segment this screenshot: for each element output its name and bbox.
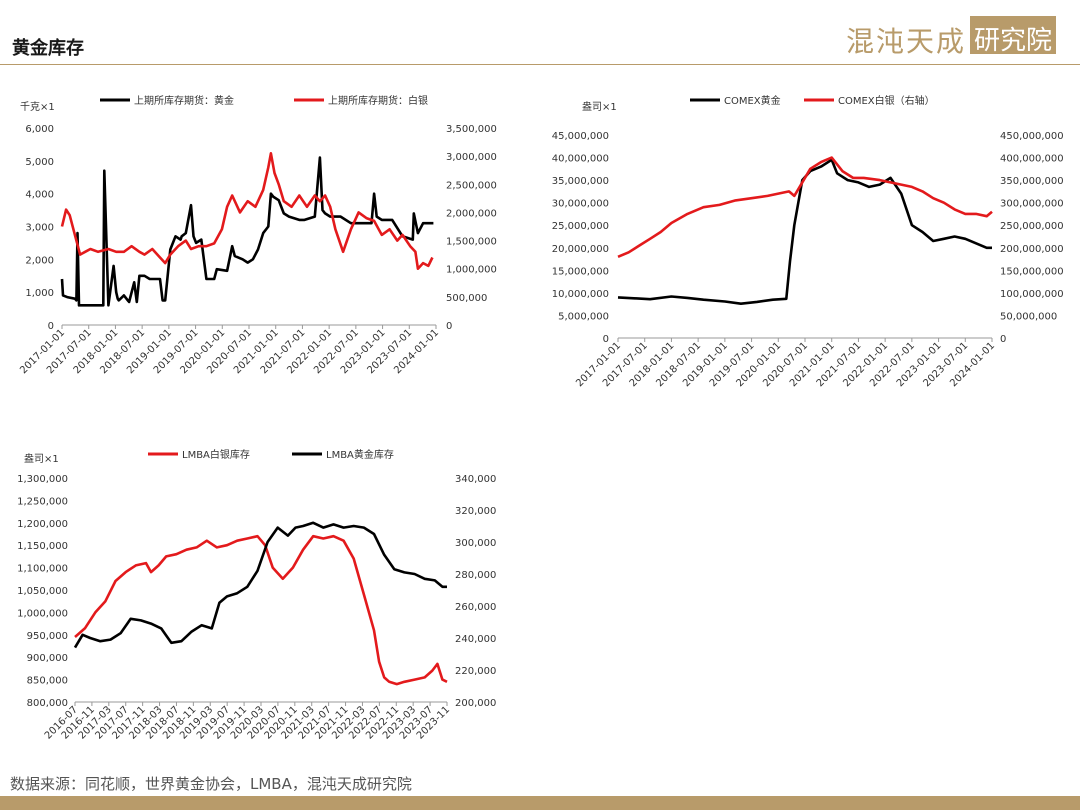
- left-axis-tick-label: 0: [48, 321, 54, 332]
- unit-label: 盎司×1: [582, 100, 617, 113]
- right-axis-tick-label: 2,000,000: [446, 208, 497, 219]
- left-axis-tick-label: 1,000: [25, 288, 54, 299]
- unit-label: 盎司×1: [24, 452, 59, 465]
- right-axis-tick-label: 320,000: [455, 506, 496, 517]
- left-axis-tick-label: 950,000: [27, 631, 68, 642]
- left-axis-tick-label: 800,000: [27, 698, 68, 709]
- left-axis-tick-label: 30,000,000: [552, 199, 609, 210]
- data-source-note: 数据来源：同花顺，世界黄金协会，LMBA，混沌天成研究院: [10, 775, 412, 793]
- right-axis-tick-label: 300,000: [455, 538, 496, 549]
- left-axis-tick-label: 850,000: [27, 676, 68, 687]
- left-axis-tick-label: 5,000,000: [558, 311, 609, 322]
- right-axis-tick-label: 200,000: [455, 698, 496, 709]
- right-axis-tick-label: 450,000,000: [1000, 131, 1064, 142]
- left-axis-tick-label: 1,100,000: [17, 564, 68, 575]
- left-axis-tick-label: 900,000: [27, 653, 68, 664]
- right-axis-tick-label: 3,500,000: [446, 124, 497, 135]
- series-line: [60, 156, 434, 307]
- left-axis-tick-label: 35,000,000: [552, 176, 609, 187]
- series-line: [617, 156, 993, 258]
- series-line: [73, 521, 447, 649]
- left-axis-tick-label: 1,250,000: [17, 496, 68, 507]
- right-axis-tick-label: 500,000: [446, 293, 487, 304]
- left-axis-tick-label: 1,000,000: [17, 608, 68, 619]
- series-line: [617, 158, 992, 305]
- footer-bar: [0, 796, 1080, 810]
- shfe-inventory-chart: 千克×1 上期所库存期货：黄金 上期所库存期货：白银 0 1,000 2,000 3,000…: [18, 94, 497, 376]
- left-axis-tick-label: 1,300,000: [17, 474, 68, 485]
- right-axis-tick-label: 100,000,000: [1000, 289, 1064, 300]
- left-axis-tick-label: 1,200,000: [17, 519, 68, 530]
- left-axis-tick-label: 2,000: [25, 255, 54, 266]
- right-axis-tick-label: 300,000,000: [1000, 199, 1064, 210]
- lbma-inventory-chart: 盎司×1 LMBA白银库存 LMBA黄金库存 800,000 850,000 900,00…: [17, 448, 496, 742]
- right-axis-tick-label: 280,000: [455, 570, 496, 581]
- legend-label: 上期所库存期货：白银: [328, 94, 428, 107]
- left-axis-tick-label: 5,000: [25, 157, 54, 168]
- logo-text: 混沌天成: [846, 25, 967, 58]
- legend-label: COMEX白银（右轴）: [838, 94, 935, 107]
- right-axis-tick-label: 150,000,000: [1000, 266, 1064, 277]
- logo-box-text: 研究院: [974, 26, 1053, 56]
- comex-inventory-chart: 盎司×1 COMEX黄金 COMEX白银（右轴） 0 5,000,000 10,000,0…: [552, 94, 1064, 389]
- right-axis-tick-label: 2,500,000: [446, 180, 497, 191]
- company-logo: 混沌天成 研究院: [846, 14, 1056, 58]
- right-axis-tick-label: 220,000: [455, 666, 496, 677]
- page-title: 黄金库存: [12, 38, 84, 59]
- right-axis-tick-label: 1,500,000: [446, 237, 497, 248]
- right-axis-tick-label: 1,000,000: [446, 265, 497, 276]
- legend-label: COMEX黄金: [724, 94, 781, 107]
- legend-label: LMBA白银库存: [182, 448, 250, 461]
- legend-label: 上期所库存期货：黄金: [134, 94, 234, 107]
- right-axis-tick-label: 250,000,000: [1000, 221, 1064, 232]
- right-axis-tick-label: 350,000,000: [1000, 176, 1064, 187]
- right-axis-tick-label: 200,000,000: [1000, 244, 1064, 255]
- left-axis-tick-label: 3,000: [25, 223, 54, 234]
- right-axis-tick-label: 340,000: [455, 474, 496, 485]
- right-axis-tick-label: 400,000,000: [1000, 154, 1064, 165]
- left-axis-tick-label: 0: [603, 334, 609, 345]
- left-axis-tick-label: 15,000,000: [552, 266, 609, 277]
- logo-box: [970, 16, 1056, 54]
- legend-label: LMBA黄金库存: [326, 448, 394, 461]
- left-axis-tick-label: 1,150,000: [17, 541, 68, 552]
- left-axis-tick-label: 40,000,000: [552, 154, 609, 165]
- left-axis-tick-label: 6,000: [25, 124, 54, 135]
- left-axis-tick-label: 1,050,000: [17, 586, 68, 597]
- right-axis-tick-label: 0: [446, 321, 452, 332]
- right-axis-tick-label: 0: [1000, 334, 1006, 345]
- header-divider: [0, 64, 1080, 65]
- right-axis-tick-label: 50,000,000: [1000, 311, 1057, 322]
- left-axis-tick-label: 4,000: [25, 190, 54, 201]
- left-axis-tick-label: 10,000,000: [552, 289, 609, 300]
- right-axis-tick-label: 240,000: [455, 634, 496, 645]
- left-axis-tick-label: 20,000,000: [552, 244, 609, 255]
- left-axis-tick-label: 25,000,000: [552, 221, 609, 232]
- left-axis-tick-label: 45,000,000: [552, 131, 609, 142]
- series-line: [74, 534, 448, 686]
- right-axis-tick-label: 3,000,000: [446, 152, 497, 163]
- unit-label: 千克×1: [20, 101, 55, 113]
- right-axis-tick-label: 260,000: [455, 602, 496, 613]
- series-line: [60, 152, 434, 270]
